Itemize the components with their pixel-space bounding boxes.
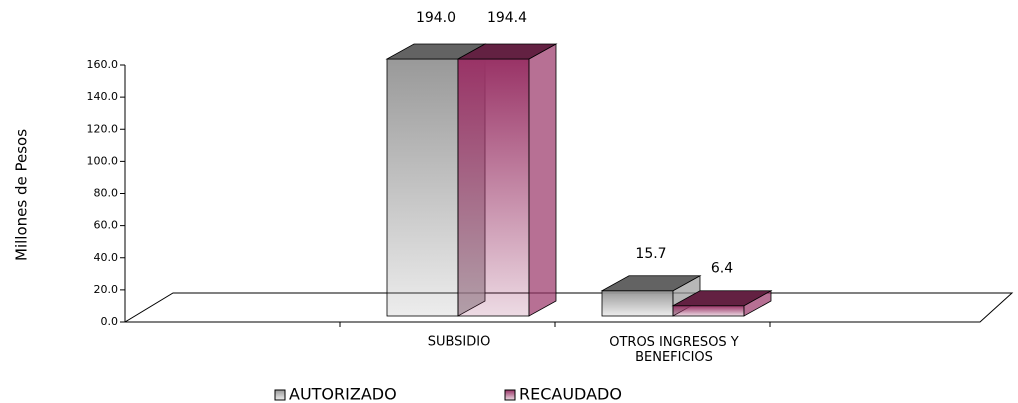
y-axis-label: Millones de Pesos	[13, 129, 31, 261]
y-tick-label: 0.0	[101, 315, 119, 328]
y-tick-label: 100.0	[87, 154, 119, 167]
legend-swatch	[274, 389, 286, 401]
legend-label: RECAUDADO	[519, 385, 622, 403]
bar-top-shade	[458, 44, 556, 59]
floor	[123, 292, 1014, 323]
y-tick-label: 80.0	[94, 187, 119, 200]
y-tick-label: 40.0	[94, 251, 119, 264]
legend-label: AUTORIZADO	[289, 385, 397, 403]
data-label: 15.7	[635, 246, 666, 262]
x-tick-label: SUBSIDIO	[428, 335, 491, 350]
y-tick-label: 140.0	[87, 90, 119, 103]
data-label: 6.4	[711, 261, 733, 277]
bar-front	[457, 58, 530, 317]
bar-front	[386, 58, 459, 317]
x-tick-label: OTROS INGRESOS Y BENEFICIOS	[609, 335, 739, 365]
bar-top	[600, 275, 702, 292]
y-tick-label: 120.0	[87, 122, 119, 135]
bar-top-shade	[387, 44, 485, 59]
bar-top-shade	[673, 290, 771, 306]
bar-front	[601, 290, 674, 317]
legend-swatch	[504, 389, 516, 401]
bar-top	[456, 43, 558, 60]
y-tick-label: 160.0	[87, 58, 119, 71]
y-tick-label: 20.0	[94, 283, 119, 296]
data-label: 194.4	[487, 10, 527, 26]
bar-front	[672, 305, 745, 317]
y-tick-label: 60.0	[94, 219, 119, 232]
data-label: 194.0	[416, 10, 456, 26]
bar-top	[671, 290, 773, 307]
bar-side	[528, 43, 557, 317]
bar-top-shade	[602, 275, 700, 291]
